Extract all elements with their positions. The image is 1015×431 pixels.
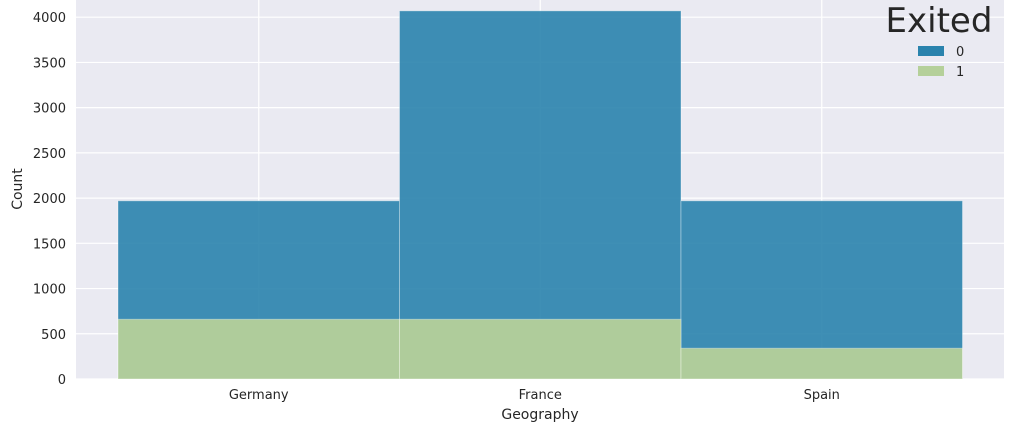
y-axis: 0 500 1000 1500 2000 2500 3000 3500 4000 [33, 11, 66, 388]
bar-exited-1-germany [117, 318, 400, 380]
x-tick-label: Germany [229, 388, 289, 403]
y-tick-label: 2000 [33, 192, 66, 207]
y-tick-label: 1000 [33, 283, 66, 298]
legend-label-0: 0 [956, 45, 964, 60]
y-tick-label: 1500 [33, 237, 66, 252]
x-axis-label: Geography [501, 407, 578, 423]
legend: Exited 0 1 [886, 1, 993, 80]
legend-title: Exited [886, 1, 993, 41]
legend-swatch-1 [918, 66, 944, 76]
x-tick-label: France [519, 388, 562, 403]
legend-swatch-0 [918, 46, 944, 56]
bar-exited-0-france [399, 10, 682, 380]
legend-label-1: 1 [956, 65, 964, 80]
y-tick-label: 2500 [33, 147, 66, 162]
bar-exited-1-spain [680, 347, 963, 380]
bar-exited-1-france [399, 318, 682, 380]
y-tick-label: 3000 [33, 102, 66, 117]
y-axis-label: Count [10, 168, 26, 210]
y-tick-label: 3500 [33, 56, 66, 71]
y-tick-label: 0 [58, 373, 66, 388]
x-tick-label: Spain [804, 388, 840, 403]
bars [117, 10, 963, 380]
y-tick-label: 500 [41, 328, 66, 343]
y-tick-label: 4000 [33, 11, 66, 26]
x-axis: Germany France Spain [229, 388, 840, 403]
